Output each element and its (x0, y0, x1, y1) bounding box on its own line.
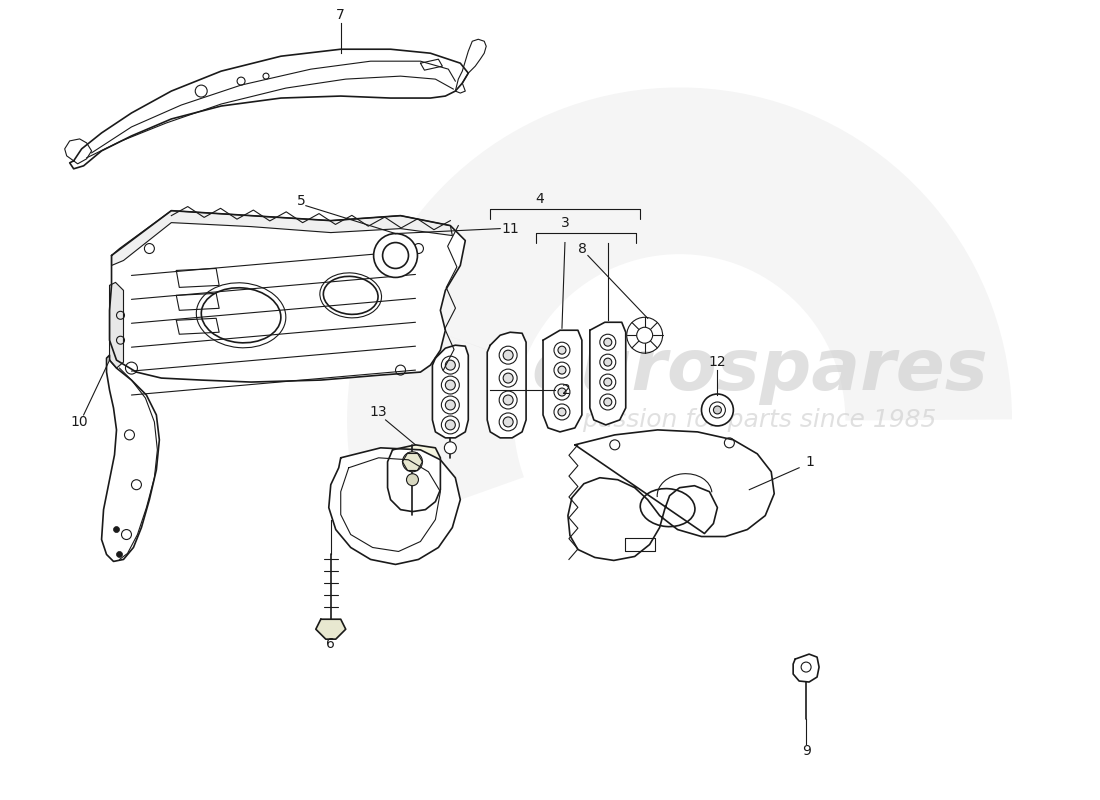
Polygon shape (568, 430, 774, 561)
Polygon shape (176, 318, 219, 334)
Polygon shape (420, 59, 442, 70)
Polygon shape (455, 39, 486, 93)
Circle shape (702, 394, 734, 426)
Text: 11: 11 (502, 222, 519, 235)
Text: 13: 13 (370, 405, 387, 419)
Circle shape (503, 417, 513, 427)
Circle shape (446, 380, 455, 390)
Text: 3: 3 (561, 216, 570, 230)
Circle shape (503, 350, 513, 360)
Text: 1: 1 (805, 454, 814, 469)
Circle shape (374, 234, 418, 278)
Polygon shape (590, 322, 626, 425)
Text: eurospares: eurospares (531, 336, 988, 405)
Circle shape (558, 408, 565, 416)
Polygon shape (387, 445, 440, 512)
Circle shape (503, 373, 513, 383)
Text: 9: 9 (802, 744, 811, 758)
Circle shape (444, 442, 456, 454)
Circle shape (558, 388, 565, 396)
Circle shape (604, 378, 612, 386)
Circle shape (710, 402, 725, 418)
Circle shape (637, 327, 652, 343)
Circle shape (117, 551, 122, 558)
Circle shape (446, 360, 455, 370)
Text: 5: 5 (297, 194, 305, 208)
Circle shape (383, 242, 408, 269)
Circle shape (403, 452, 422, 472)
Polygon shape (110, 282, 123, 368)
Circle shape (113, 526, 120, 533)
Polygon shape (793, 654, 820, 682)
Text: 2: 2 (562, 383, 571, 397)
Circle shape (503, 395, 513, 405)
Text: 8: 8 (579, 242, 587, 255)
Polygon shape (625, 538, 654, 551)
Polygon shape (69, 50, 469, 169)
Text: 10: 10 (70, 415, 88, 429)
Polygon shape (65, 139, 91, 164)
Circle shape (558, 366, 565, 374)
Text: 12: 12 (708, 355, 726, 369)
Circle shape (604, 358, 612, 366)
Polygon shape (543, 330, 582, 432)
Polygon shape (487, 332, 526, 438)
Polygon shape (110, 210, 465, 382)
Polygon shape (316, 619, 345, 639)
Circle shape (407, 474, 418, 486)
Circle shape (714, 406, 722, 414)
Circle shape (558, 346, 565, 354)
Polygon shape (432, 345, 469, 438)
Polygon shape (329, 448, 460, 565)
Circle shape (604, 338, 612, 346)
Text: 7: 7 (337, 8, 345, 22)
Polygon shape (176, 294, 219, 310)
Polygon shape (111, 210, 452, 266)
Circle shape (446, 420, 455, 430)
Text: passion for parts since 1985: passion for parts since 1985 (582, 408, 936, 432)
Text: 4: 4 (536, 192, 544, 206)
Polygon shape (176, 269, 219, 287)
Polygon shape (101, 355, 160, 562)
Circle shape (604, 398, 612, 406)
Circle shape (446, 400, 455, 410)
Text: 6: 6 (327, 637, 336, 651)
